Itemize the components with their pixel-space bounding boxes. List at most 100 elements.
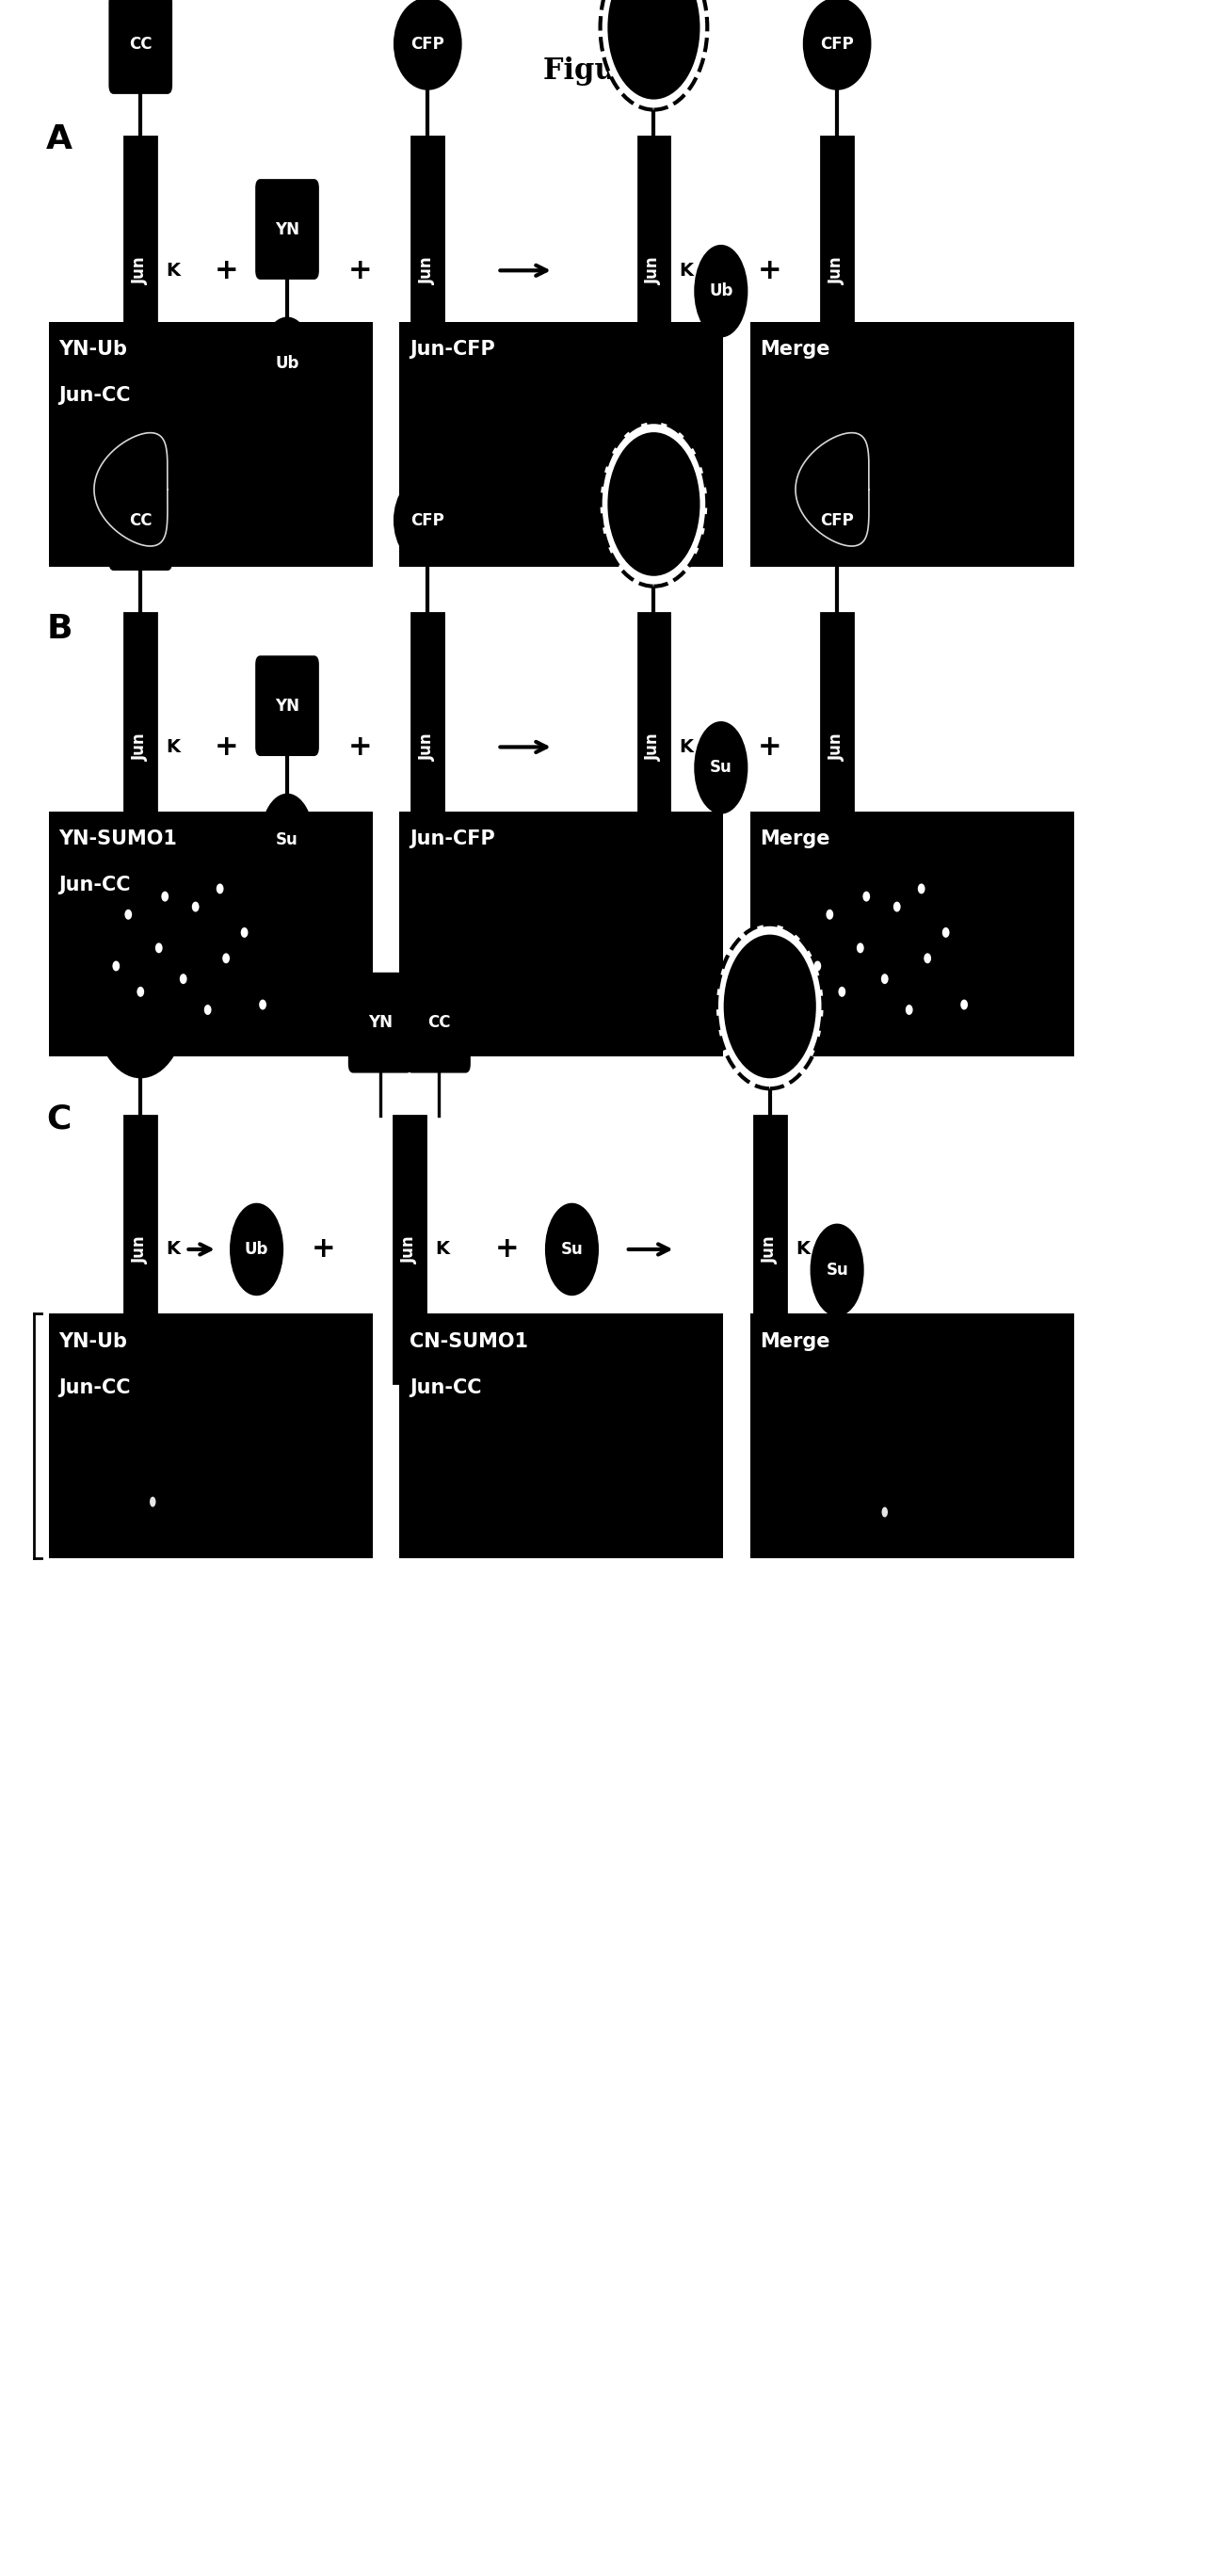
Text: CN-SUMO1: CN-SUMO1 xyxy=(409,1332,528,1350)
Text: Jun: Jun xyxy=(401,1236,418,1262)
Text: YN-SUMO1: YN-SUMO1 xyxy=(59,829,177,848)
Text: +: + xyxy=(758,258,782,283)
Text: CC: CC xyxy=(130,513,152,528)
Text: Jun: Jun xyxy=(132,258,149,283)
Text: Jun: Jun xyxy=(132,734,149,760)
Bar xyxy=(750,811,1074,1056)
Ellipse shape xyxy=(125,909,132,920)
Ellipse shape xyxy=(694,721,748,814)
Text: Jun: Jun xyxy=(645,258,662,283)
Text: A: A xyxy=(46,124,73,155)
Text: Jun: Jun xyxy=(829,734,846,760)
Ellipse shape xyxy=(694,245,748,337)
Text: YN-Ub: YN-Ub xyxy=(59,340,127,358)
Bar xyxy=(754,1115,786,1383)
Ellipse shape xyxy=(204,1005,211,1015)
Text: +: + xyxy=(348,258,373,283)
Bar xyxy=(393,1115,425,1383)
Text: Jun: Jun xyxy=(132,1236,149,1262)
Text: K: K xyxy=(166,1242,181,1257)
Ellipse shape xyxy=(857,943,864,953)
Ellipse shape xyxy=(216,884,224,894)
Text: B: B xyxy=(46,613,72,644)
Text: C: C xyxy=(46,1103,71,1133)
Text: Merge: Merge xyxy=(760,1332,830,1350)
Ellipse shape xyxy=(803,474,871,567)
Ellipse shape xyxy=(723,935,816,1079)
Ellipse shape xyxy=(607,0,700,100)
Bar xyxy=(750,1314,1074,1558)
Text: Jun-CFP: Jun-CFP xyxy=(409,829,495,848)
Text: Jun-CC: Jun-CC xyxy=(59,876,131,894)
Text: Jun: Jun xyxy=(761,1236,778,1262)
Ellipse shape xyxy=(161,891,169,902)
Bar xyxy=(400,322,723,567)
Text: CC: CC xyxy=(428,1015,450,1030)
Text: +: + xyxy=(495,1236,519,1262)
Bar xyxy=(400,1314,723,1558)
Ellipse shape xyxy=(607,433,700,577)
Ellipse shape xyxy=(814,961,821,971)
Bar xyxy=(638,613,670,881)
Ellipse shape xyxy=(918,884,925,894)
Text: K: K xyxy=(796,1242,810,1257)
Text: CFP: CFP xyxy=(820,513,854,528)
Text: YN-Ub: YN-Ub xyxy=(59,1332,127,1350)
FancyBboxPatch shape xyxy=(110,0,171,93)
Text: CFP: CFP xyxy=(820,36,854,52)
Bar xyxy=(49,811,373,1056)
Ellipse shape xyxy=(924,953,931,963)
Text: Merge: Merge xyxy=(760,340,830,358)
Text: Figure 1: Figure 1 xyxy=(544,57,678,85)
Text: Su: Su xyxy=(276,832,298,848)
Text: CFP: CFP xyxy=(411,36,445,52)
Bar xyxy=(125,1115,156,1383)
Text: Jun: Jun xyxy=(419,258,436,283)
Text: Jun: Jun xyxy=(645,734,662,760)
Ellipse shape xyxy=(230,1203,284,1296)
Ellipse shape xyxy=(826,909,833,920)
Text: +: + xyxy=(312,1236,336,1262)
Ellipse shape xyxy=(882,1507,888,1517)
Ellipse shape xyxy=(545,1203,599,1296)
Ellipse shape xyxy=(180,974,187,984)
Text: Ub: Ub xyxy=(244,1242,269,1257)
Text: K: K xyxy=(679,263,694,278)
Ellipse shape xyxy=(803,0,871,90)
Ellipse shape xyxy=(259,999,266,1010)
Ellipse shape xyxy=(192,902,199,912)
Text: K: K xyxy=(679,739,694,755)
Bar xyxy=(125,613,156,881)
FancyBboxPatch shape xyxy=(349,974,411,1072)
FancyBboxPatch shape xyxy=(408,974,469,1072)
Ellipse shape xyxy=(222,953,230,963)
Ellipse shape xyxy=(810,1224,864,1316)
Text: CFP: CFP xyxy=(411,513,445,528)
Text: Jun-CFP: Jun-CFP xyxy=(409,340,495,358)
Bar xyxy=(400,811,723,1056)
Bar xyxy=(821,137,853,404)
Bar xyxy=(125,137,156,404)
Ellipse shape xyxy=(393,0,462,90)
Text: +: + xyxy=(348,734,373,760)
Text: Jun-CC: Jun-CC xyxy=(59,386,131,404)
Ellipse shape xyxy=(393,474,462,567)
FancyBboxPatch shape xyxy=(257,657,318,755)
Text: +: + xyxy=(758,734,782,760)
Bar xyxy=(412,613,444,881)
Ellipse shape xyxy=(241,927,248,938)
Ellipse shape xyxy=(112,961,120,971)
Text: CC: CC xyxy=(130,36,152,52)
Ellipse shape xyxy=(260,317,314,410)
Text: Su: Su xyxy=(561,1242,583,1257)
FancyBboxPatch shape xyxy=(110,471,171,569)
Text: Jun: Jun xyxy=(829,258,846,283)
Text: YN: YN xyxy=(275,698,299,714)
Bar xyxy=(49,322,373,567)
Bar xyxy=(412,137,444,404)
Ellipse shape xyxy=(137,987,144,997)
Ellipse shape xyxy=(716,925,824,1090)
Text: K: K xyxy=(166,263,181,278)
Ellipse shape xyxy=(600,0,708,111)
Text: YN: YN xyxy=(368,1015,392,1030)
